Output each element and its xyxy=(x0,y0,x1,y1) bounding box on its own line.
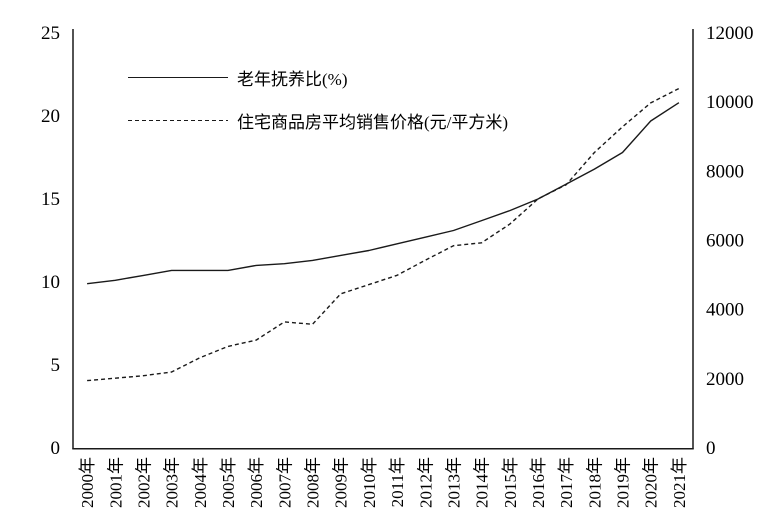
series-line-dashed xyxy=(87,87,680,382)
left-axis-tick-label: 25 xyxy=(41,23,60,44)
left-axis-tick-label: 0 xyxy=(51,438,61,459)
right-axis-tick-label: 10000 xyxy=(706,92,754,113)
right-axis-tick-label: 8000 xyxy=(706,161,744,182)
x-axis-tick-label: 2015年 xyxy=(501,457,520,508)
x-axis-tick-label: 2014年 xyxy=(473,457,492,508)
right-axis-tick-label: 0 xyxy=(706,438,716,459)
left-axis-tick-label: 15 xyxy=(41,189,60,210)
x-axis-tick-label: 2016年 xyxy=(529,457,548,508)
x-axis-tick-label: 2006年 xyxy=(247,457,266,508)
x-axis-tick-label: 2005年 xyxy=(219,457,238,508)
x-axis-tick-label: 2018年 xyxy=(585,457,604,508)
left-axis-tick-label: 10 xyxy=(41,272,60,293)
x-axis-tick-label: 2013年 xyxy=(444,457,463,508)
right-axis-tick-label: 4000 xyxy=(706,300,744,321)
x-axis-tick-label: 2010年 xyxy=(360,457,379,508)
x-axis-tick-label: 2007年 xyxy=(275,457,294,508)
left-axis-tick-label: 5 xyxy=(51,355,61,376)
x-axis-tick-label: 2017年 xyxy=(557,457,576,508)
x-axis-tick-label: 2011年 xyxy=(388,457,407,507)
right-axis-tick-label: 12000 xyxy=(706,23,754,44)
x-axis-tick-label: 2001年 xyxy=(106,457,125,508)
x-axis-tick-label: 2021年 xyxy=(670,457,689,508)
x-axis-tick-label: 2004年 xyxy=(191,457,210,508)
left-axis-tick-label: 20 xyxy=(41,106,60,127)
x-axis-tick-label: 2003年 xyxy=(163,457,182,508)
series-line-solid xyxy=(87,102,680,285)
x-axis-tick-label: 2000年 xyxy=(78,457,97,508)
x-axis-tick-label: 2020年 xyxy=(642,457,661,508)
x-axis-tick-label: 2002年 xyxy=(134,457,153,508)
x-axis-tick-label: 2009年 xyxy=(332,457,351,508)
right-axis-tick-label: 6000 xyxy=(706,231,744,252)
x-axis-tick-label: 2008年 xyxy=(304,457,323,508)
right-axis-tick-label: 2000 xyxy=(706,369,744,390)
x-axis-tick-label: 2019年 xyxy=(614,457,633,508)
x-axis-tick-label: 2012年 xyxy=(416,457,435,508)
